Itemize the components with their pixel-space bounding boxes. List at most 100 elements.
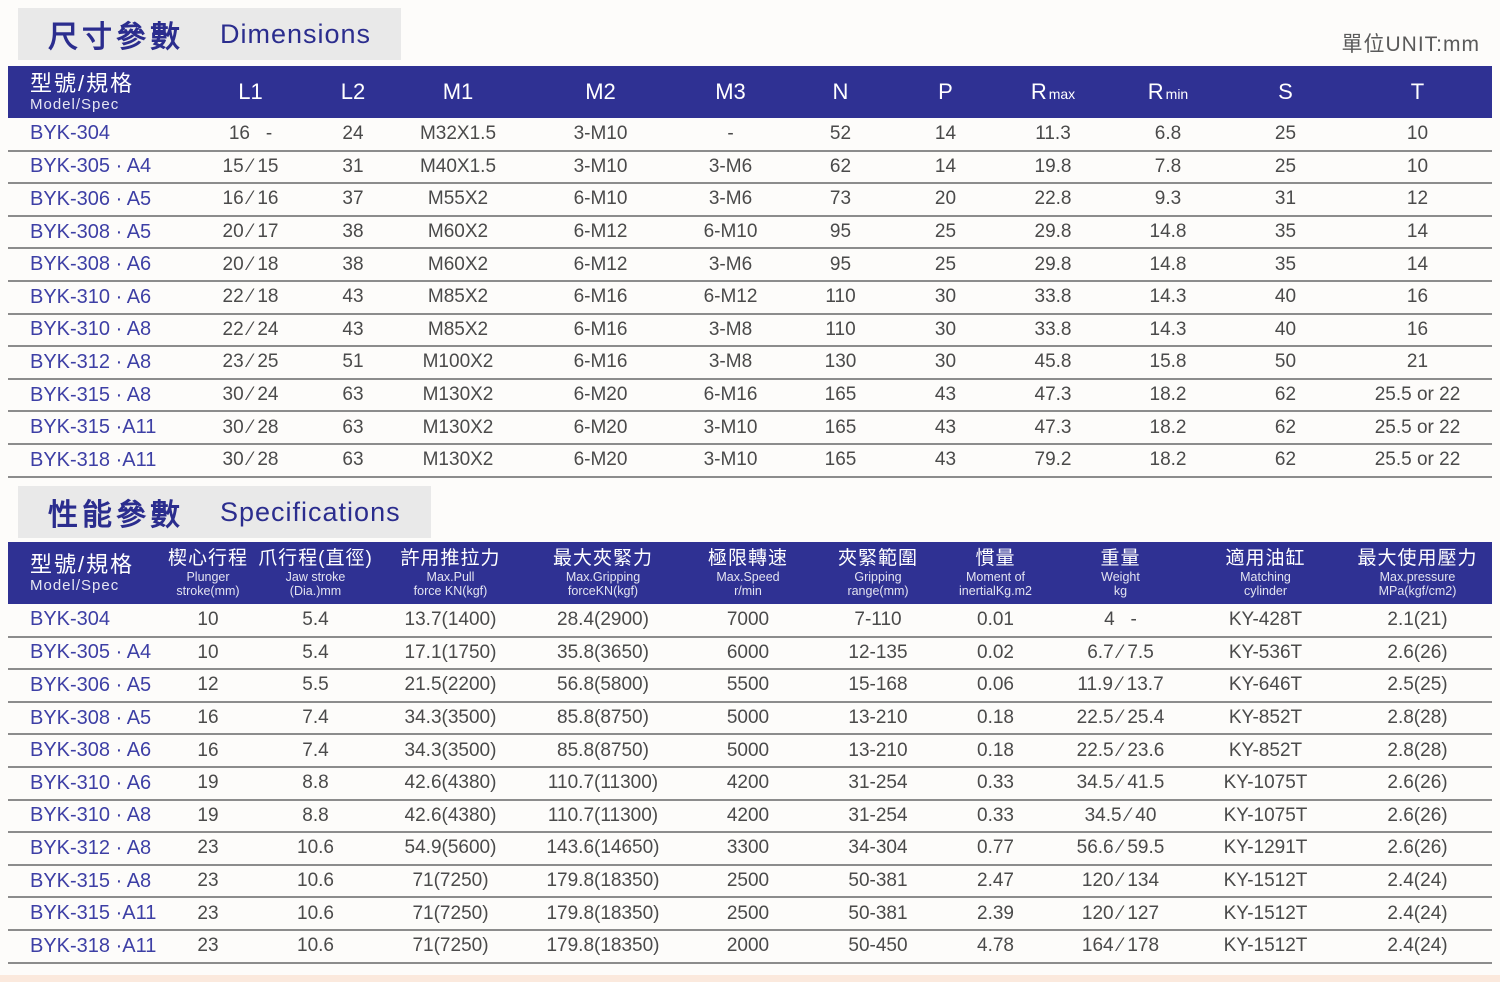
value-cell: 25: [893, 215, 998, 250]
column-header: 爪行程(直徑) Jaw stroke (Dia.)mm: [258, 548, 373, 598]
value-cell: M60X2: [388, 215, 528, 250]
value-cell: M130X2: [388, 378, 528, 413]
value-cell: 18.2: [1108, 411, 1228, 445]
value-cell: 62: [1228, 411, 1343, 445]
value-cell: 7.4: [258, 734, 373, 768]
table-row: BYK-318 ·A11 23 10.6 71(7250) 179.8(18350) 20…: [8, 929, 1492, 964]
table-row: BYK-315 ·A11 23 10.6 71(7250) 179.8(18350) 25…: [8, 897, 1492, 931]
value-cell: KY-428T: [1188, 604, 1343, 638]
value-cell: 30 ⁄ 28: [183, 411, 318, 445]
table-row: BYK-305 · A4 10 5.4 17.1(1750) 35.8(3650) 600…: [8, 636, 1492, 671]
value-cell: 10.6: [258, 897, 373, 931]
value-cell: 85.8(8750): [528, 701, 678, 736]
value-cell: 29.8: [998, 215, 1108, 250]
value-cell: 165: [788, 378, 893, 413]
value-cell: 14: [1343, 215, 1492, 250]
value-cell: 3-M6: [673, 150, 788, 185]
value-cell: 0.33: [938, 766, 1053, 801]
value-cell: 22 ⁄ 24: [183, 313, 318, 348]
value-cell: KY-1512T: [1188, 929, 1343, 964]
table-row: BYK-315 ·A11 30 ⁄ 28 63 M130X2 6-M20 3-M10 165…: [8, 411, 1492, 445]
value-cell: 6-M10: [528, 183, 673, 217]
value-cell: 0.18: [938, 701, 1053, 736]
value-cell: 0.01: [938, 604, 1053, 638]
value-cell: 7.8: [1108, 150, 1228, 185]
value-cell: 34.5 ⁄ 40: [1053, 799, 1188, 834]
value-cell: 165: [788, 411, 893, 445]
model-cell: BYK-310 · A8: [8, 313, 183, 348]
value-cell: 19: [158, 766, 258, 801]
value-cell: 14.3: [1108, 280, 1228, 315]
table-row: BYK-304 10 5.4 13.7(1400) 28.4(2900) 7000 7-11…: [8, 604, 1492, 638]
column-header: M3: [715, 79, 746, 104]
value-cell: 110.7(11300): [528, 766, 678, 801]
value-cell: 22 ⁄ 18: [183, 280, 318, 315]
model-cell: BYK-308 · A6: [8, 248, 183, 282]
value-cell: 20: [893, 183, 998, 217]
value-cell: 2.6(26): [1343, 832, 1492, 866]
table-row: BYK-315 · A8 30 ⁄ 24 63 M130X2 6-M20 6-M16 165…: [8, 378, 1492, 413]
value-cell: 2.4(24): [1343, 897, 1492, 931]
specifications-body: BYK-304 10 5.4 13.7(1400) 28.4(2900) 7000 7-11…: [8, 604, 1492, 964]
column-header: L1: [238, 79, 263, 104]
value-cell: 4200: [678, 799, 818, 834]
value-cell: 40: [1228, 313, 1343, 348]
value-cell: 31: [1228, 183, 1343, 217]
value-cell: 15.8: [1108, 346, 1228, 380]
value-cell: 165: [788, 443, 893, 478]
value-cell: 6-M20: [528, 443, 673, 478]
table-row: BYK-308 · A6 20 ⁄ 18 38 M60X2 6-M12 3-M6 95 25 2…: [8, 248, 1492, 282]
model-cell: BYK-304: [8, 118, 183, 152]
value-cell: 30: [893, 346, 998, 380]
value-cell: 10: [158, 636, 258, 671]
value-cell: 12: [1343, 183, 1492, 217]
value-cell: 31-254: [818, 799, 938, 834]
value-cell: 42.6(4380): [373, 799, 528, 834]
value-cell: 6-M20: [528, 378, 673, 413]
value-cell: 24: [318, 118, 388, 152]
value-cell: 20 ⁄ 18: [183, 248, 318, 282]
value-cell: 42.6(4380): [373, 766, 528, 801]
value-cell: 2.47: [938, 864, 1053, 899]
dimensions-title-band: 尺寸參數 Dimensions: [18, 8, 402, 60]
value-cell: 2.6(26): [1343, 636, 1492, 671]
value-cell: 179.8(18350): [528, 897, 678, 931]
model-cell: BYK-306 · A5: [8, 183, 183, 217]
value-cell: 71(7250): [373, 897, 528, 931]
value-cell: 51: [318, 346, 388, 380]
value-cell: 164 ⁄ 178: [1053, 929, 1188, 964]
value-cell: 73: [788, 183, 893, 217]
value-cell: 22.5 ⁄ 23.6: [1053, 734, 1188, 768]
value-cell: 5.4: [258, 636, 373, 671]
value-cell: 16: [1343, 313, 1492, 348]
value-cell: 34.3(3500): [373, 734, 528, 768]
value-cell: 62: [1228, 443, 1343, 478]
value-cell: 179.8(18350): [528, 864, 678, 899]
column-header: S: [1278, 79, 1293, 104]
value-cell: 22.5 ⁄ 25.4: [1053, 701, 1188, 736]
value-cell: M85X2: [388, 313, 528, 348]
value-cell: 2.1(21): [1343, 604, 1492, 638]
value-cell: 7.4: [258, 701, 373, 736]
value-cell: 62: [1228, 378, 1343, 413]
model-cell: BYK-315 · A8: [8, 864, 158, 899]
value-cell: 33.8: [998, 313, 1108, 348]
unit-label: 單位UNIT:mm: [1341, 33, 1480, 56]
value-cell: 2.4(24): [1343, 864, 1492, 899]
table-row: BYK-308 · A5 16 7.4 34.3(3500) 85.8(8750) 500…: [8, 701, 1492, 736]
value-cell: 2.6(26): [1343, 799, 1492, 834]
dimensions-body: BYK-304 16 -24 M32X1.5 3-M10-52 14 11.3 6.8 25 1…: [8, 118, 1492, 478]
table-row: BYK-310 · A6 22 ⁄ 18 43 M85X2 6-M16 6-M12 110 3…: [8, 280, 1492, 315]
value-cell: 33.8: [998, 280, 1108, 315]
value-cell: 10.6: [258, 864, 373, 899]
value-cell: 14: [893, 150, 998, 185]
model-cell: BYK-304: [8, 604, 158, 638]
value-cell: 50-381: [818, 864, 938, 899]
value-cell: 56.6 ⁄ 59.5: [1053, 832, 1188, 866]
footer-strip: [0, 975, 1500, 982]
value-cell: M100X2: [388, 346, 528, 380]
value-cell: 34.3(3500): [373, 701, 528, 736]
value-cell: 7000: [678, 604, 818, 638]
